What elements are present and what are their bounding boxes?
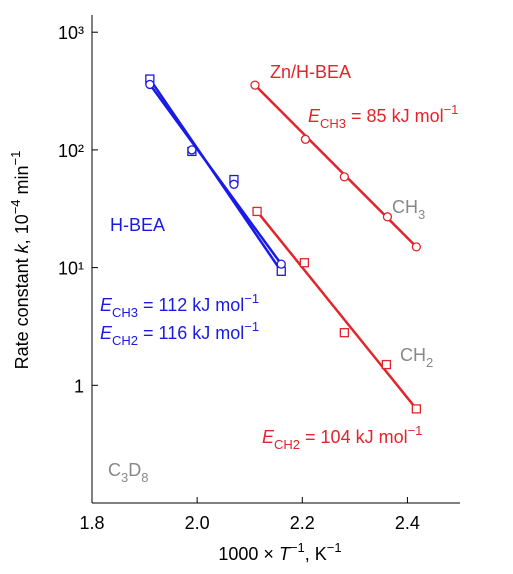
text-part: 3 xyxy=(121,470,128,485)
annotation: H-BEA xyxy=(110,215,165,235)
y-tick-label: 10¹ xyxy=(58,259,84,279)
x-tick-label: 1.8 xyxy=(79,513,104,533)
point xyxy=(250,80,260,90)
text-part: −1 xyxy=(244,319,259,334)
text-part: CH xyxy=(400,345,426,365)
text-part: × xyxy=(258,544,279,564)
text-part: E xyxy=(100,295,113,315)
y-axis-label: Rate constant k, 10−4 min−1 xyxy=(8,151,32,370)
point xyxy=(381,359,392,370)
text-part: 3 xyxy=(418,207,425,222)
text-part: Zn/H-BEA xyxy=(270,62,351,82)
annotation: ECH2 = 116 kJ mol−1 xyxy=(100,319,259,348)
text-part: T xyxy=(279,544,292,564)
text-part: , 10 xyxy=(12,214,32,244)
text-part: 1000 xyxy=(218,544,258,564)
x-tick-label: 2.2 xyxy=(290,513,315,533)
fit-line xyxy=(256,210,418,410)
text-part: −1 xyxy=(244,291,259,306)
x-tick-label: 2.4 xyxy=(395,513,420,533)
annotation: ECH3 = 85 kJ mol−1 xyxy=(308,102,458,131)
point xyxy=(229,179,239,189)
text-part: E xyxy=(100,323,113,343)
text-part: CH xyxy=(112,333,131,348)
text-part: k xyxy=(12,243,32,253)
text-part: E xyxy=(308,106,321,126)
point xyxy=(276,259,286,269)
point xyxy=(187,145,197,155)
annotation: Zn/H-BEA xyxy=(270,62,351,82)
x-axis-label: 1000 × T−1, K−1 xyxy=(218,540,341,564)
text-part: −4 xyxy=(8,199,23,214)
point xyxy=(411,242,422,252)
text-part: −1 xyxy=(8,151,23,166)
text-part: 8 xyxy=(141,470,148,485)
text-part: 2 xyxy=(131,333,138,348)
annotation: CH2 xyxy=(400,345,433,370)
text-part: min xyxy=(12,165,32,199)
point xyxy=(300,134,311,144)
text-part: H-BEA xyxy=(110,215,165,235)
text-part: 3 xyxy=(339,116,346,131)
point xyxy=(339,328,349,338)
point xyxy=(382,212,393,222)
annotation: C3D8 xyxy=(108,460,148,485)
y-tick-label: 10² xyxy=(58,141,84,161)
text-part: 2 xyxy=(293,437,300,452)
text-part: CH xyxy=(112,305,131,320)
point xyxy=(145,79,155,90)
text-part: , K xyxy=(305,544,327,564)
text-part: Rate constant xyxy=(12,253,32,369)
text-part: CH xyxy=(320,116,339,131)
point xyxy=(252,206,262,217)
text-part: D xyxy=(128,460,141,480)
text-part: CH xyxy=(392,197,418,217)
annotation: ECH2 = 104 kJ mol−1 xyxy=(262,423,422,452)
x-tick-label: 2.0 xyxy=(185,513,210,533)
text-part: = 116 kJ mol xyxy=(138,323,244,343)
point xyxy=(411,404,422,414)
text-part: C xyxy=(108,460,121,480)
text-part: 2 xyxy=(426,355,433,370)
text-part: = 85 kJ mol xyxy=(346,106,444,126)
text-part: −1 xyxy=(444,102,459,117)
y-tick-label: 10³ xyxy=(58,23,84,43)
y-tick-label: 1 xyxy=(74,376,84,396)
text-part: CH xyxy=(274,437,293,452)
text-part: = 112 kJ mol xyxy=(138,295,244,315)
point xyxy=(339,172,349,182)
text-part: 3 xyxy=(131,305,138,320)
annotation: ECH3 = 112 kJ mol−1 xyxy=(100,291,259,320)
text-part: E xyxy=(262,427,275,447)
text-part: −1 xyxy=(408,423,423,438)
text-part: −1 xyxy=(327,540,342,555)
annotation: CH3 xyxy=(392,197,425,222)
point xyxy=(299,258,310,268)
text-part: −1 xyxy=(290,540,305,555)
fit-line xyxy=(148,83,283,265)
text-part: = 104 kJ mol xyxy=(300,427,408,447)
